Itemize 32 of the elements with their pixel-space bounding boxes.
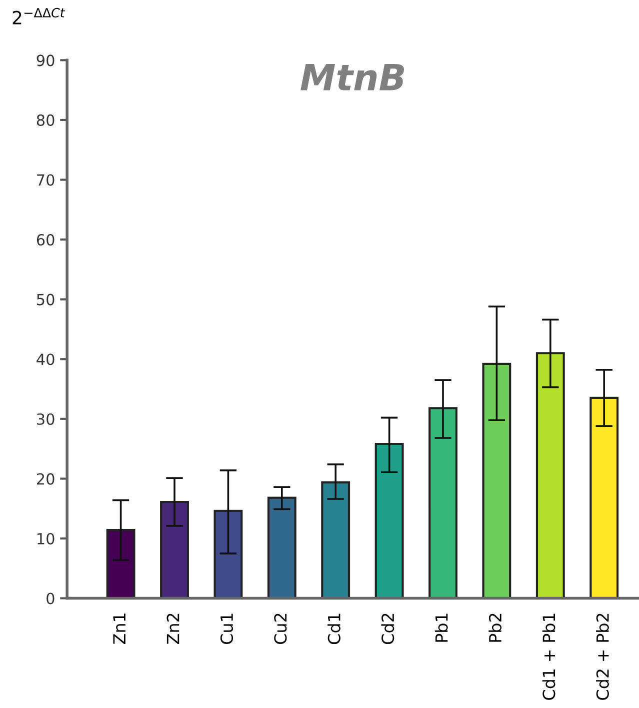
x-tick-label: Cu2 <box>274 614 287 644</box>
x-tick-label: Cd2 <box>381 614 394 644</box>
y-tick-label: 30 <box>37 413 54 425</box>
x-tick-label: Zn1 <box>113 614 126 644</box>
y-tick-label: 50 <box>37 294 54 306</box>
chart-title: MtnB <box>300 64 404 90</box>
bar <box>267 496 296 598</box>
x-tick-label: Pb2 <box>488 614 502 642</box>
bar <box>106 529 136 598</box>
bar <box>428 407 458 598</box>
bar <box>482 362 512 598</box>
bar <box>321 481 350 598</box>
y-tick-label: 0 <box>46 592 54 604</box>
x-tick-label: Pb1 <box>434 614 448 642</box>
y-tick-label: 80 <box>36 114 54 126</box>
y-tick-label: 60 <box>36 234 54 246</box>
y-tick-label: 70 <box>37 174 54 186</box>
bar <box>214 510 243 598</box>
x-tick-label: Cu1 <box>220 614 234 644</box>
x-tick-label: Cd1 <box>328 614 340 644</box>
x-tick-label: Cd2 + Pb2 <box>596 614 609 700</box>
y-axis-title: 2$^{−ΔΔCt}$ <box>12 8 66 24</box>
y-tick-label: 90 <box>36 54 54 66</box>
y-tick-label: 40 <box>36 354 54 366</box>
y-tick-label: 10 <box>38 532 54 544</box>
bar <box>160 500 189 598</box>
bar <box>536 352 565 598</box>
bar <box>590 396 619 598</box>
x-tick-label: Zn2 <box>166 614 180 644</box>
y-tick-label: 20 <box>36 473 54 485</box>
x-tick-label: Cd1 + Pb1 <box>542 614 556 700</box>
bar <box>374 442 404 598</box>
